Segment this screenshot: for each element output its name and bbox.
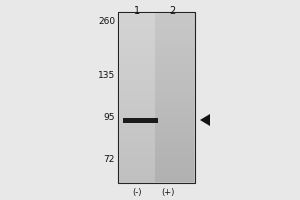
Bar [119,133,194,141]
Bar [119,22,194,30]
Bar [119,158,194,167]
Bar [119,47,194,56]
Bar [119,141,194,150]
Bar [118,12,195,183]
Text: (-): (-) [132,188,142,197]
Text: 260: 260 [98,18,115,26]
Bar [119,116,194,124]
Bar [119,98,194,107]
Bar [119,90,194,98]
Bar [119,13,155,182]
Bar [155,13,194,182]
Bar [119,30,194,39]
Text: (+): (+) [161,188,175,197]
Bar [119,81,194,90]
Text: 2: 2 [169,6,175,16]
Bar [119,73,194,81]
Bar [119,175,194,184]
Polygon shape [200,114,210,126]
Text: 95: 95 [103,114,115,122]
Text: 135: 135 [98,71,115,79]
Bar [119,150,194,158]
Bar [123,117,158,122]
Text: 1: 1 [134,6,140,16]
Bar [119,13,194,22]
Bar [119,56,194,64]
Bar [119,64,194,73]
Text: 72: 72 [103,156,115,164]
Bar [119,39,194,47]
Bar [119,107,194,116]
Bar [119,124,194,133]
Bar [119,167,194,175]
